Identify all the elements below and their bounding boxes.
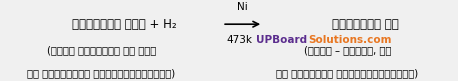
Text: UPBoard: UPBoard [256,35,307,45]
Text: वनस्पित घी: वनस्पित घी [332,18,399,31]
Text: एक संतृप्त हाइड्रोकार्बन): एक संतृप्त हाइड्रोकार्बन) [276,68,419,78]
Text: Solutions.com: Solutions.com [309,35,392,45]
Text: Ni: Ni [237,2,248,12]
Text: एक असंतृप्त हाइड्रोकार्बन): एक असंतृप्त हाइड्रोकार्बन) [27,68,175,78]
Text: (जैसे मूँगफली का तेल: (जैसे मूँगफली का तेल [47,45,156,55]
Text: 473k: 473k [227,35,253,45]
Text: (जैसे – डालडा, रथ: (जैसे – डालडा, रथ [304,45,391,55]
Text: वनस्पित तेल + H₂: वनस्पित तेल + H₂ [72,18,177,31]
